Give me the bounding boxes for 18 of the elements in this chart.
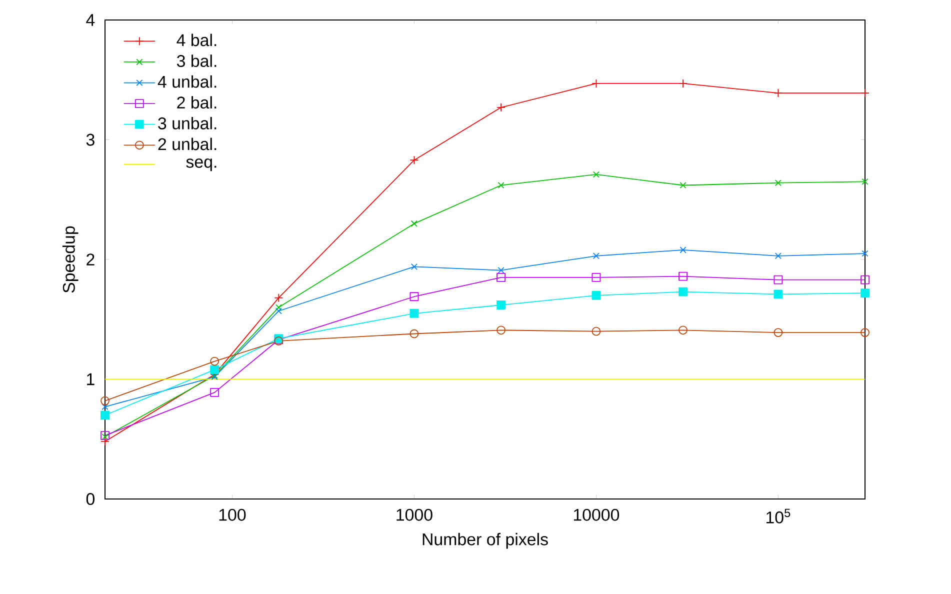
legend-label: seq. xyxy=(186,158,216,172)
legend-label: 2 bal. xyxy=(177,96,216,109)
legend-label: 3 bal. xyxy=(176,54,216,68)
legend-label: 2 unbal. xyxy=(158,138,216,150)
x-tick-label: 1000 xyxy=(396,508,432,521)
x-tick-label: 100 xyxy=(219,508,246,521)
legend-label: 4 unbal. xyxy=(158,75,216,88)
legend-label: 4 bal. xyxy=(176,34,216,46)
y-tick-label: 1 xyxy=(87,373,94,386)
legend-label: 3 unbal. xyxy=(158,116,216,130)
y-tick-label: 3 xyxy=(86,134,94,146)
y-tick-label: 2 xyxy=(86,254,94,266)
y-tick-label: 0 xyxy=(86,493,95,505)
x-axis-title: Number of pixels xyxy=(422,532,548,549)
y-tick-label: 4 xyxy=(86,14,95,26)
x-tick-label: 10$^{5}$ xyxy=(766,508,790,524)
y-axis-title: Speedup xyxy=(62,226,78,293)
x-tick-label: 10000 xyxy=(574,508,620,521)
